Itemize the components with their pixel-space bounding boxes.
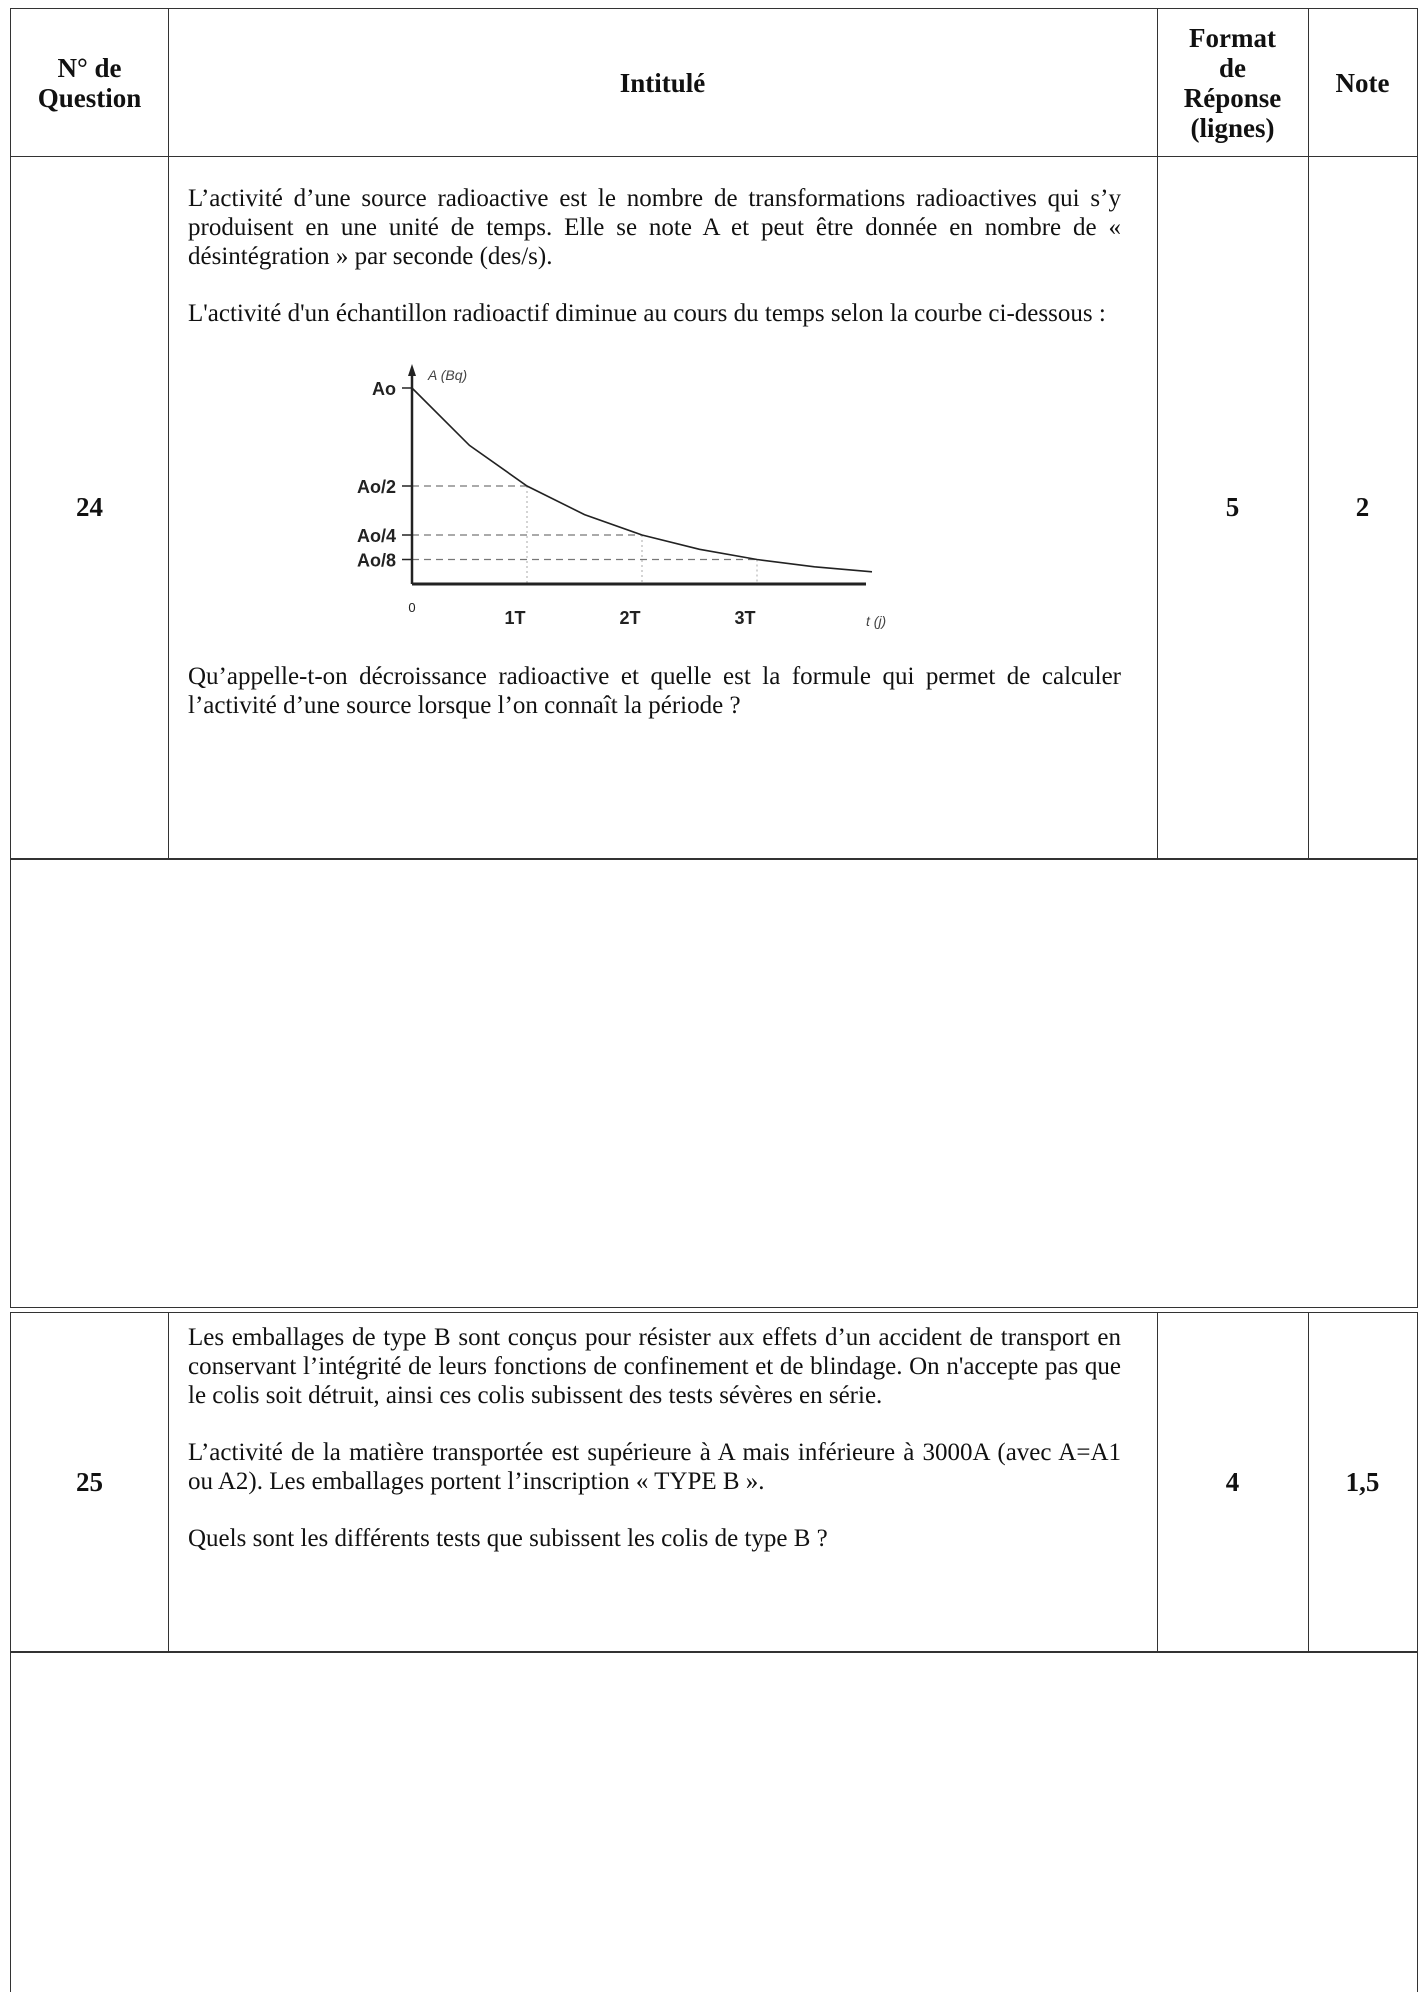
x-tick-label: 3T — [734, 608, 755, 628]
header-note: Note — [1308, 9, 1417, 156]
question-text: Les emballages de type B sont conçus pou… — [168, 1313, 1157, 1651]
format-lines-value: 4 — [1225, 1466, 1240, 1497]
question-row-25: 25 Les emballages de type B sont conçus … — [10, 1312, 1418, 1652]
y-tick-label: Ao — [372, 379, 396, 399]
note-value: 1,5 — [1345, 1466, 1380, 1497]
x-tick-label: 2T — [619, 608, 640, 628]
answer-box-25[interactable] — [10, 1652, 1418, 1992]
y-axis-arrow — [408, 364, 416, 376]
header-format: Format de Réponse (lignes) — [1157, 9, 1308, 156]
x-tick-label: 0 — [408, 600, 415, 615]
note: 2 — [1308, 157, 1417, 858]
question-number: 24 — [11, 157, 168, 858]
question-row-24: 24 L’activité d’une source radioactive e… — [10, 157, 1418, 859]
question-prompt: Qu’appelle-t-on décroissance radioactive… — [188, 663, 1121, 719]
y-tick-label: Ao/4 — [357, 526, 396, 546]
header-number-line2: Question — [37, 82, 142, 113]
question-paragraph: L'activité d'un échantillon radioactif d… — [188, 300, 1106, 327]
question-paragraph: Les emballages de type B sont conçus pou… — [188, 1324, 1121, 1409]
question-prompt: Quels sont les différents tests que subi… — [188, 1525, 828, 1552]
format-lines-value: 5 — [1225, 492, 1240, 522]
note-value: 2 — [1355, 492, 1370, 522]
y-tick-label: Ao/8 — [357, 551, 396, 571]
note: 1,5 — [1308, 1313, 1417, 1651]
header-format-line1: Format — [1189, 22, 1276, 53]
header-format-line4: (lignes) — [1190, 112, 1275, 143]
question-paragraph: L’activité d’une source radioactive est … — [188, 185, 1121, 270]
y-axis-label: A (Bq) — [427, 367, 467, 383]
decay-chart: A (Bq) t (j) Ao Ao/2 Ao/4 Ao/8 0 1T 2T 3T — [318, 346, 918, 646]
answer-box-24[interactable] — [10, 859, 1418, 1308]
question-number-text: 25 — [76, 1466, 103, 1497]
header-title-text: Intitulé — [619, 67, 706, 98]
table-header: N° de Question Intitulé Format de Réponse… — [10, 8, 1418, 157]
decay-curve — [411, 387, 873, 573]
x-axis-label: t (j) — [866, 613, 886, 629]
question-paragraph: L’activité de la matière transportée est… — [188, 1439, 1121, 1495]
x-tick-label: 1T — [504, 608, 525, 628]
decay-chart-svg: A (Bq) t (j) Ao Ao/2 Ao/4 Ao/8 0 1T 2T 3T — [357, 364, 886, 629]
question-number: 25 — [11, 1313, 168, 1651]
question-number-text: 24 — [76, 492, 103, 522]
header-question-number: N° de Question — [11, 9, 168, 156]
header-format-line2: de — [1218, 52, 1246, 83]
header-number-line1: N° de — [57, 52, 122, 83]
format-lines: 5 — [1157, 157, 1308, 858]
header-title: Intitulé — [168, 9, 1157, 156]
format-lines: 4 — [1157, 1313, 1308, 1651]
header-note-text: Note — [1335, 67, 1390, 98]
header-format-line3: Réponse — [1183, 82, 1282, 113]
question-text: L’activité d’une source radioactive est … — [168, 157, 1157, 858]
y-tick-label: Ao/2 — [357, 477, 396, 497]
